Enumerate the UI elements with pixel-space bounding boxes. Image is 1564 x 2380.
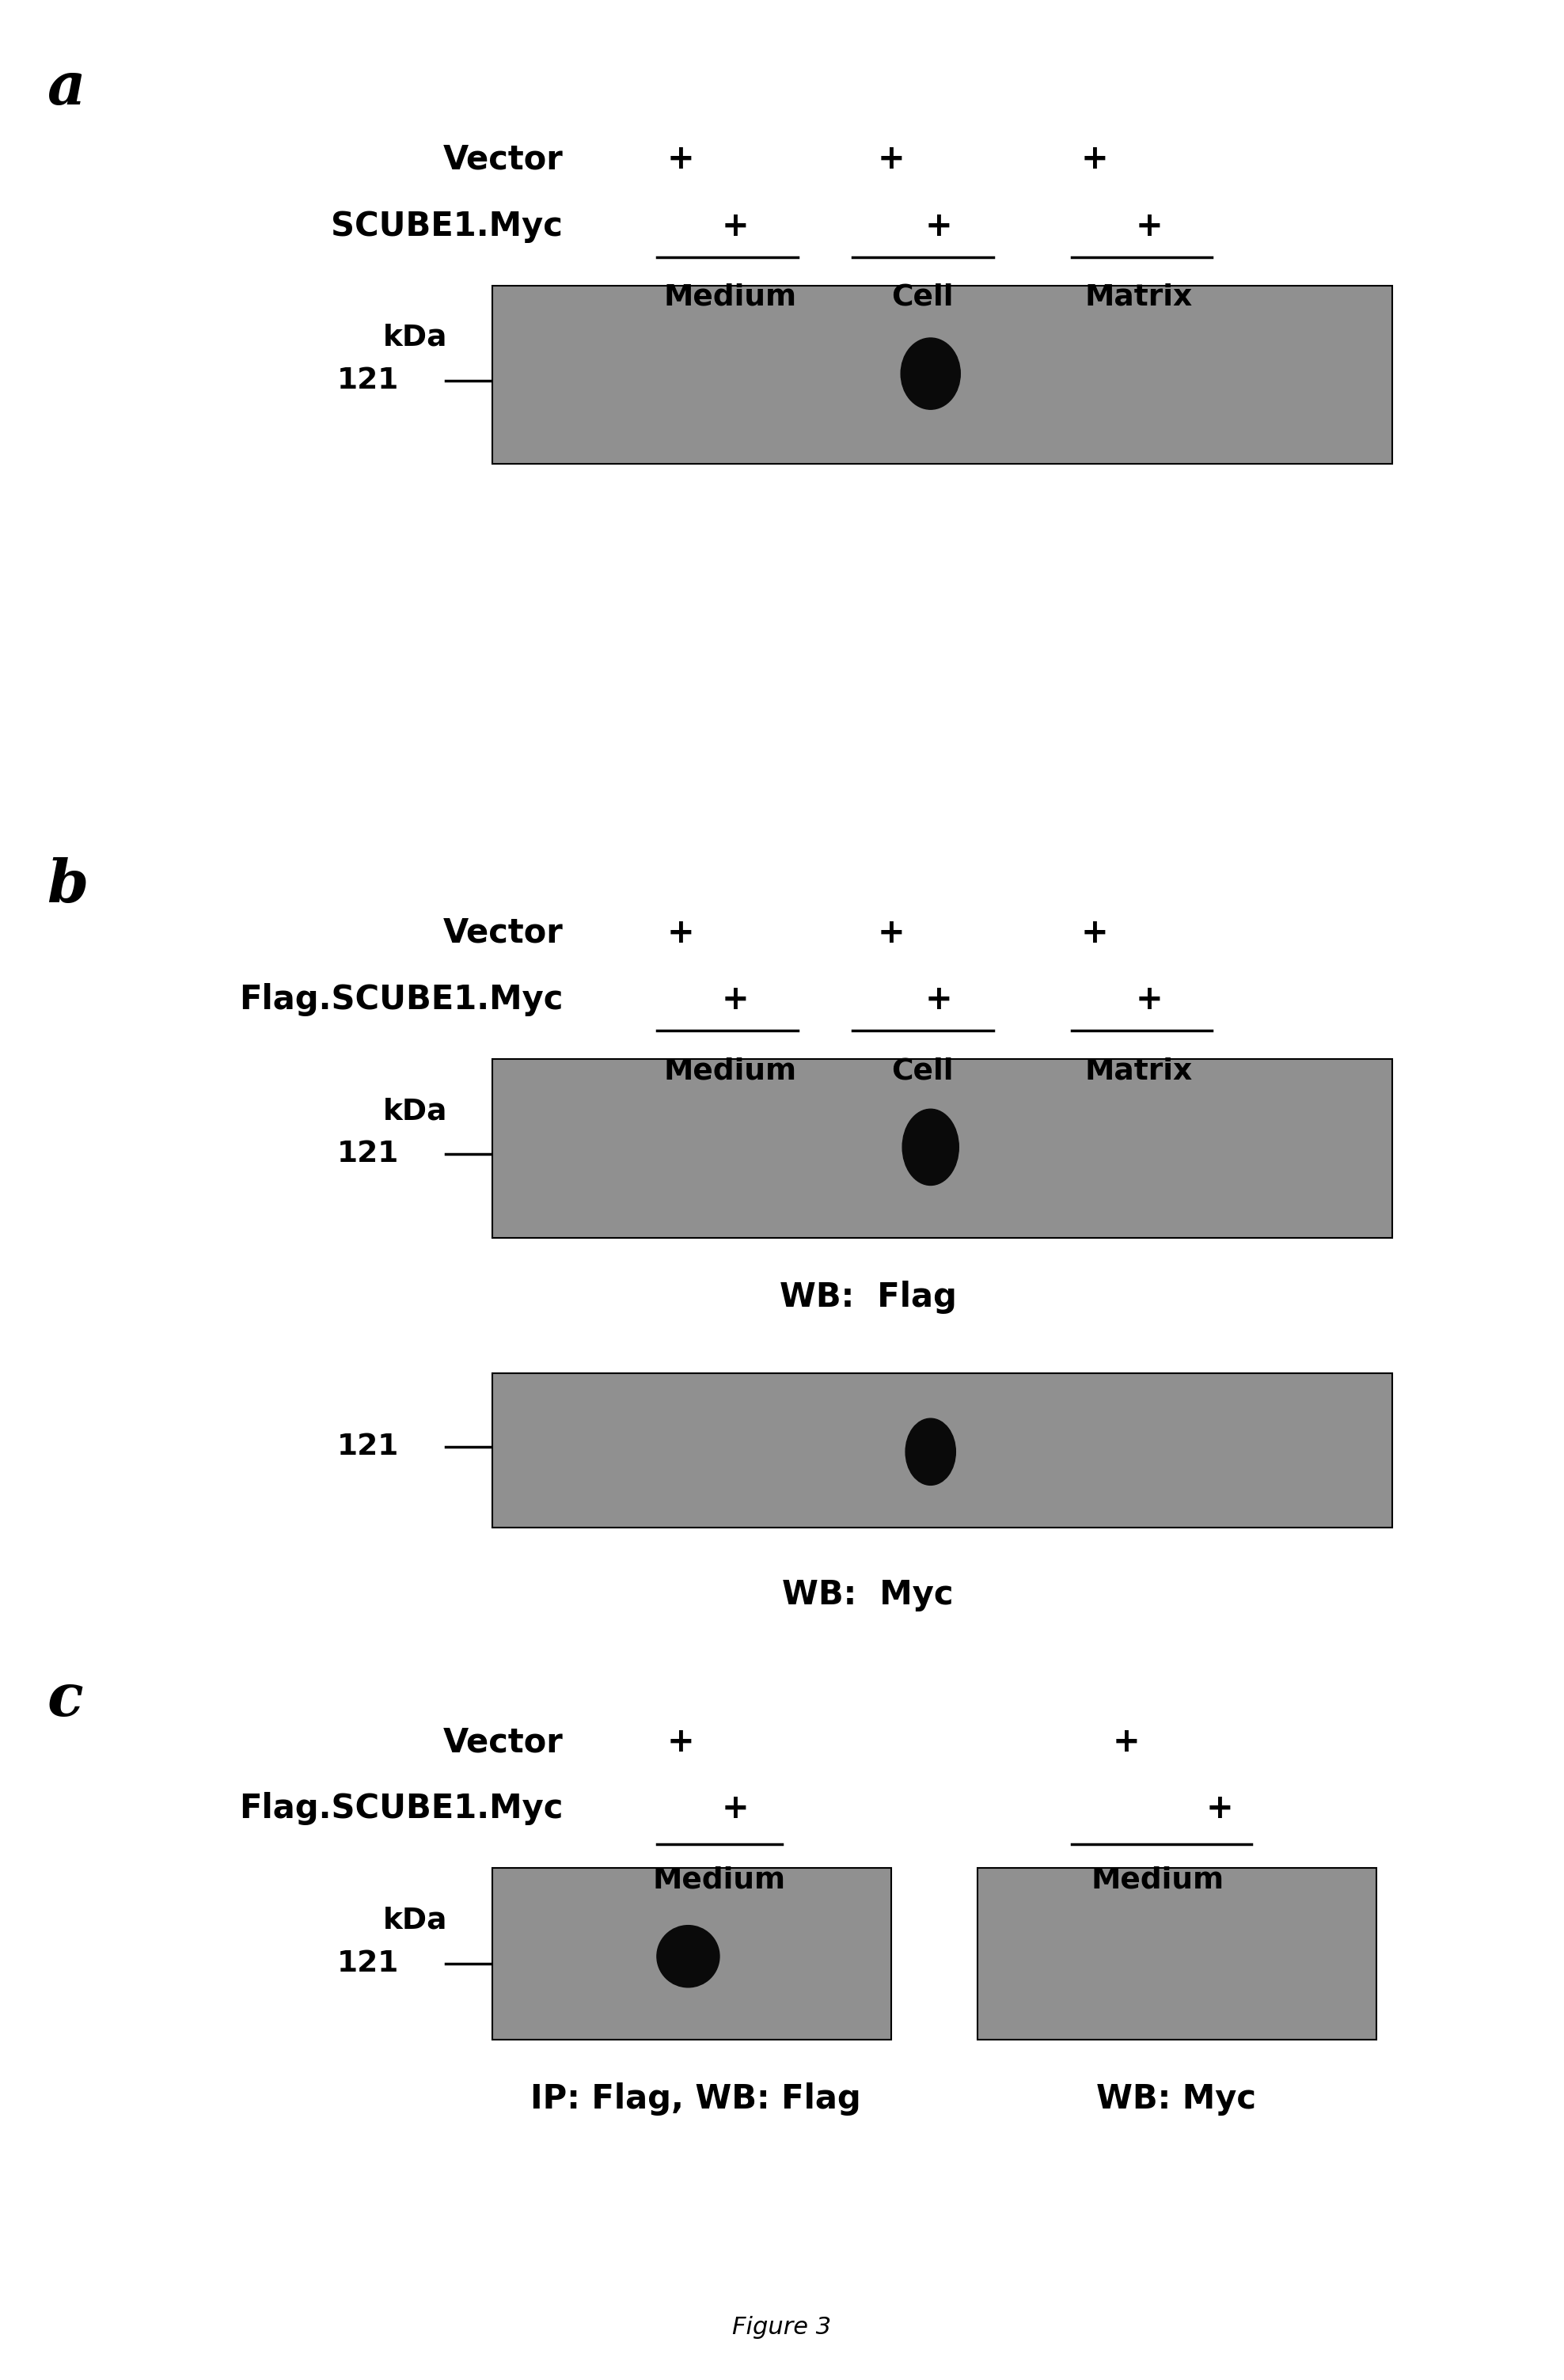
Text: 121: 121 xyxy=(336,367,399,395)
Text: +: + xyxy=(721,983,749,1016)
FancyBboxPatch shape xyxy=(978,1868,1376,2040)
Text: kDa: kDa xyxy=(383,1906,447,1935)
Text: +: + xyxy=(666,916,694,950)
Text: WB:  Flag: WB: Flag xyxy=(779,1280,957,1314)
Text: WB:  Myc: WB: Myc xyxy=(782,1578,954,1611)
Text: Flag.SCUBE1.Myc: Flag.SCUBE1.Myc xyxy=(239,983,563,1016)
Text: +: + xyxy=(666,1726,694,1759)
Text: Cell: Cell xyxy=(891,1057,954,1085)
Text: +: + xyxy=(1112,1726,1140,1759)
FancyBboxPatch shape xyxy=(493,1373,1392,1528)
Text: c: c xyxy=(47,1671,83,1728)
FancyBboxPatch shape xyxy=(493,1059,1392,1238)
Text: Medium: Medium xyxy=(652,1866,787,1894)
Text: +: + xyxy=(877,916,906,950)
Text: Medium: Medium xyxy=(1090,1866,1225,1894)
Ellipse shape xyxy=(906,1418,956,1485)
Text: +: + xyxy=(1081,916,1109,950)
Text: +: + xyxy=(721,209,749,243)
Text: +: + xyxy=(1135,983,1164,1016)
Text: SCUBE1.Myc: SCUBE1.Myc xyxy=(332,209,563,243)
Text: +: + xyxy=(1081,143,1109,176)
Text: +: + xyxy=(924,983,952,1016)
Ellipse shape xyxy=(657,1925,719,1987)
Text: Cell: Cell xyxy=(891,283,954,312)
Text: +: + xyxy=(721,1792,749,1825)
Text: +: + xyxy=(1135,209,1164,243)
Text: Medium: Medium xyxy=(663,283,798,312)
Text: 121: 121 xyxy=(336,1433,399,1461)
Text: Matrix: Matrix xyxy=(1085,283,1192,312)
Text: WB: Myc: WB: Myc xyxy=(1096,2082,1256,2116)
Ellipse shape xyxy=(902,1109,959,1185)
Text: 121: 121 xyxy=(336,1140,399,1169)
Text: Vector: Vector xyxy=(443,143,563,176)
Text: a: a xyxy=(47,60,86,117)
Text: kDa: kDa xyxy=(383,324,447,352)
Text: Figure 3: Figure 3 xyxy=(732,2316,832,2340)
Text: Vector: Vector xyxy=(443,916,563,950)
Text: b: b xyxy=(47,857,89,914)
Text: Medium: Medium xyxy=(663,1057,798,1085)
FancyBboxPatch shape xyxy=(493,1868,891,2040)
Text: +: + xyxy=(877,143,906,176)
Text: kDa: kDa xyxy=(383,1097,447,1126)
Text: 121: 121 xyxy=(336,1949,399,1978)
Text: Matrix: Matrix xyxy=(1085,1057,1192,1085)
Text: Vector: Vector xyxy=(443,1726,563,1759)
Text: Flag.SCUBE1.Myc: Flag.SCUBE1.Myc xyxy=(239,1792,563,1825)
Ellipse shape xyxy=(901,338,960,409)
Text: +: + xyxy=(1206,1792,1234,1825)
Text: IP: Flag, WB: Flag: IP: Flag, WB: Flag xyxy=(530,2082,862,2116)
FancyBboxPatch shape xyxy=(493,286,1392,464)
Text: +: + xyxy=(924,209,952,243)
Text: +: + xyxy=(666,143,694,176)
